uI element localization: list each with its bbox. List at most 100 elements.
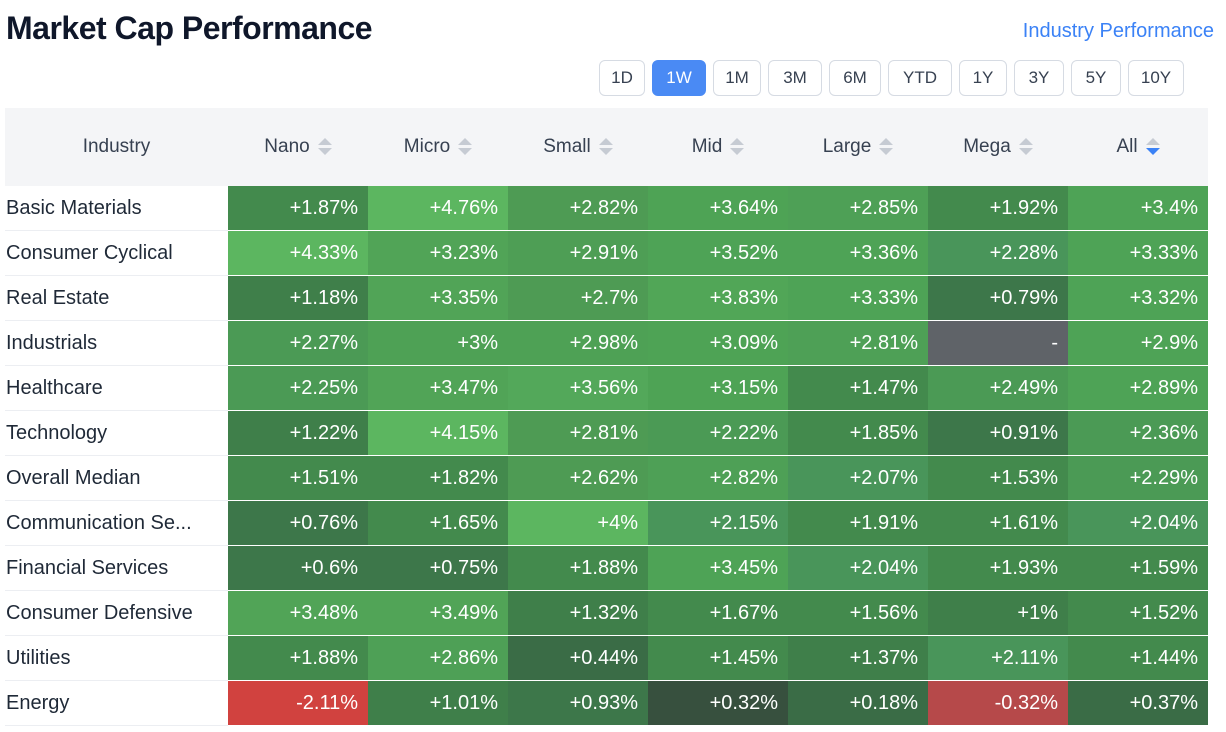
performance-cell-micro: +1.01%	[368, 681, 508, 726]
period-button-1m[interactable]: 1M	[713, 60, 761, 96]
industry-name[interactable]: Real Estate	[5, 276, 228, 321]
performance-cell-nano: +1.87%	[228, 186, 368, 231]
table-row: Energy -2.11% +1.01% +0.93% +0.32% +0.18% -0.3…	[5, 681, 1208, 726]
performance-cell-small: +2.81%	[508, 411, 648, 456]
table-row: Basic Materials +1.87% +4.76% +2.82% +3.64% +…	[5, 186, 1208, 231]
column-header-industry: Industry	[5, 108, 228, 186]
period-button-3y[interactable]: 3Y	[1014, 60, 1064, 96]
column-header-label: Mid	[691, 136, 723, 157]
performance-cell-mega: +2.11%	[928, 636, 1068, 681]
performance-cell-nano: +0.6%	[228, 546, 368, 591]
column-header-large[interactable]: Large	[788, 108, 928, 186]
table-row: Financial Services +0.6% +0.75% +1.88% +3.45…	[5, 546, 1208, 591]
table-header-row: Industry Nano Micro Small Mid Large Mega All	[5, 108, 1208, 186]
industry-name[interactable]: Technology	[5, 411, 228, 456]
sort-icon[interactable]	[879, 137, 894, 157]
industry-name[interactable]: Overall Median	[5, 456, 228, 501]
performance-cell-small: +2.98%	[508, 321, 648, 366]
sort-icon[interactable]	[730, 137, 745, 157]
industry-performance-link[interactable]: Industry Performance	[1022, 20, 1214, 42]
industry-name[interactable]: Communication Se...	[5, 501, 228, 546]
performance-cell-mid: +2.22%	[648, 411, 788, 456]
performance-cell-mid: +0.32%	[648, 681, 788, 726]
performance-cell-mega: +1%	[928, 591, 1068, 636]
performance-cell-mid: +1.67%	[648, 591, 788, 636]
performance-cell-small: +2.82%	[508, 186, 648, 231]
performance-cell-mega: +2.28%	[928, 231, 1068, 276]
industry-name[interactable]: Industrials	[5, 321, 228, 366]
sort-icon[interactable]	[317, 137, 332, 157]
column-header-nano[interactable]: Nano	[228, 108, 368, 186]
period-button-10y[interactable]: 10Y	[1128, 60, 1184, 96]
period-selector: 1D 1W 1M 3M 6M YTD 1Y 3Y 5Y 10Y	[599, 60, 1191, 96]
period-button-1y[interactable]: 1Y	[959, 60, 1007, 96]
industry-name[interactable]: Consumer Defensive	[5, 591, 228, 636]
column-header-mega[interactable]: Mega	[928, 108, 1068, 186]
performance-cell-small: +0.93%	[508, 681, 648, 726]
performance-cell-nano: +1.88%	[228, 636, 368, 681]
industry-name[interactable]: Utilities	[5, 636, 228, 681]
sort-icon[interactable]	[458, 137, 473, 157]
performance-cell-mid: +2.15%	[648, 501, 788, 546]
column-header-mid[interactable]: Mid	[648, 108, 788, 186]
performance-cell-small: +2.62%	[508, 456, 648, 501]
performance-cell-large: +1.37%	[788, 636, 928, 681]
table-row: Industrials +2.27% +3% +2.98% +3.09% +2.81% - +…	[5, 321, 1208, 366]
performance-cell-micro: +0.75%	[368, 546, 508, 591]
column-header-small[interactable]: Small	[508, 108, 648, 186]
column-header-label: Mega	[963, 136, 1011, 157]
performance-cell-small: +0.44%	[508, 636, 648, 681]
table-row: Real Estate +1.18% +3.35% +2.7% +3.83% +3.33%…	[5, 276, 1208, 321]
table-row: Consumer Cyclical +4.33% +3.23% +2.91% +3.52…	[5, 231, 1208, 276]
period-button-6m[interactable]: 6M	[829, 60, 881, 96]
performance-cell-micro: +2.86%	[368, 636, 508, 681]
table-row: Utilities +1.88% +2.86% +0.44% +1.45% +1.37% +…	[5, 636, 1208, 681]
sort-icon[interactable]	[1018, 137, 1033, 157]
sort-icon[interactable]	[598, 137, 613, 157]
performance-cell-mega: +2.49%	[928, 366, 1068, 411]
column-header-label: Micro	[403, 136, 451, 157]
period-button-1d[interactable]: 1D	[599, 60, 645, 96]
performance-cell-nano: +4.33%	[228, 231, 368, 276]
performance-cell-large: +1.56%	[788, 591, 928, 636]
performance-cell-small: +3.56%	[508, 366, 648, 411]
performance-cell-all: +2.04%	[1068, 501, 1208, 546]
performance-cell-micro: +3.47%	[368, 366, 508, 411]
performance-cell-micro: +4.76%	[368, 186, 508, 231]
column-header-label: Large	[822, 136, 872, 157]
column-header-label: All	[1116, 136, 1138, 157]
period-button-1w[interactable]: 1W	[652, 60, 706, 96]
performance-cell-mega: +1.92%	[928, 186, 1068, 231]
performance-cell-nano: +2.27%	[228, 321, 368, 366]
performance-cell-large: +2.85%	[788, 186, 928, 231]
performance-cell-mega: +1.93%	[928, 546, 1068, 591]
period-button-5y[interactable]: 5Y	[1071, 60, 1121, 96]
performance-cell-mid: +3.64%	[648, 186, 788, 231]
table-row: Technology +1.22% +4.15% +2.81% +2.22% +1.85%…	[5, 411, 1208, 456]
performance-cell-small: +2.91%	[508, 231, 648, 276]
performance-cell-mega: +0.91%	[928, 411, 1068, 456]
column-header-micro[interactable]: Micro	[368, 108, 508, 186]
period-button-3m[interactable]: 3M	[768, 60, 822, 96]
sort-icon[interactable]	[1145, 137, 1160, 157]
table-row: Overall Median +1.51% +1.82% +2.62% +2.82% +2…	[5, 456, 1208, 501]
performance-cell-micro: +4.15%	[368, 411, 508, 456]
industry-name[interactable]: Financial Services	[5, 546, 228, 591]
industry-name[interactable]: Basic Materials	[5, 186, 228, 231]
performance-cell-nano: -2.11%	[228, 681, 368, 726]
industry-name[interactable]: Consumer Cyclical	[5, 231, 228, 276]
performance-cell-micro: +1.65%	[368, 501, 508, 546]
column-header-all[interactable]: All	[1068, 108, 1208, 186]
performance-cell-all: +1.52%	[1068, 591, 1208, 636]
table-row: Consumer Defensive +3.48% +3.49% +1.32% +1.6…	[5, 591, 1208, 636]
industry-name[interactable]: Healthcare	[5, 366, 228, 411]
performance-cell-micro: +1.82%	[368, 456, 508, 501]
performance-cell-mega: +0.79%	[928, 276, 1068, 321]
performance-cell-all: +1.59%	[1068, 546, 1208, 591]
performance-cell-all: +3.4%	[1068, 186, 1208, 231]
industry-name[interactable]: Energy	[5, 681, 228, 726]
period-button-ytd[interactable]: YTD	[888, 60, 952, 96]
performance-cell-large: +2.04%	[788, 546, 928, 591]
table-body: Basic Materials +1.87% +4.76% +2.82% +3.64% +…	[5, 186, 1208, 726]
performance-cell-small: +1.32%	[508, 591, 648, 636]
